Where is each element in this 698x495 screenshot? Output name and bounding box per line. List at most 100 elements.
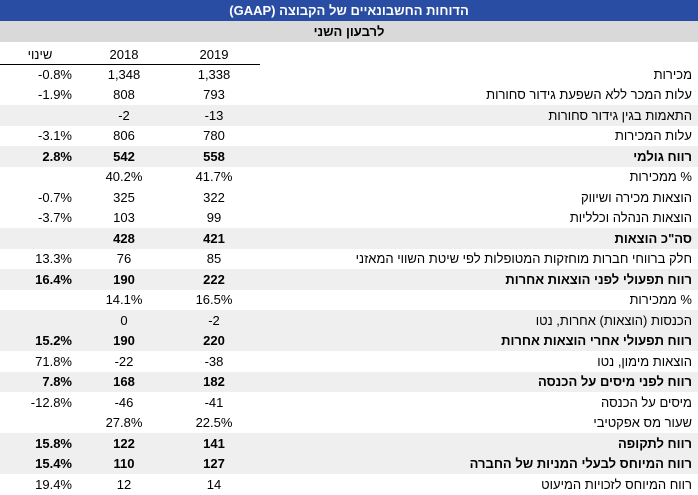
table-row: הוצאות מימון, נטו -38 -22 71.8%: [0, 351, 698, 372]
row-label: רווח גולמי: [633, 148, 692, 164]
change-value: 7.8%: [42, 374, 72, 390]
table-row: רווח תפעולי לפני הוצאות אחרות 222 190 16.4%: [0, 269, 698, 290]
row-label: רווח תפעולי אחרי הוצאות אחרות: [501, 333, 692, 349]
column-header-2019: 2019: [168, 42, 260, 65]
table-row: רווח לתקופה 141 122 15.8%: [0, 433, 698, 454]
row-label: רווח תפעולי לפני הוצאות אחרות: [505, 271, 692, 287]
value-2018: 808: [113, 87, 135, 103]
value-2019: 41.7%: [195, 169, 233, 185]
value-2018: 103: [113, 210, 135, 226]
change-value: 13.3%: [35, 251, 72, 267]
row-label: עלות המכר ללא השפעת גידור סחורות: [486, 87, 692, 103]
change-value: [0, 413, 80, 434]
value-2018: 110: [113, 456, 135, 472]
table-row: הוצאות הנהלה וכלליות 99 103 -3.7%: [0, 208, 698, 229]
row-label: רווח לפני מיסים על הכנסה: [537, 374, 692, 390]
value-2018: 806: [113, 128, 135, 144]
value-2019: -38: [204, 353, 224, 369]
value-2019: -2: [208, 312, 220, 328]
row-label: חלק ברווחי חברות מוחזקות המטופלות לפי שי…: [355, 251, 692, 267]
report-title-bar: הדוחות החשבונאיים של הקבוצה (GAAP): [0, 0, 698, 21]
table-row: מכירות 1,338 1,348 -0.8%: [0, 64, 698, 85]
table-row: % ממכירות 16.5% 14.1%: [0, 290, 698, 311]
value-2018: 27.8%: [105, 415, 143, 431]
row-label: הוצאות הנהלה וכלליות: [569, 210, 692, 226]
value-2019: 558: [203, 148, 225, 164]
table-row: הוצאות מכירה ושיווק 322 325 -0.7%: [0, 187, 698, 208]
value-2018: 122: [113, 435, 135, 451]
value-2019: 182: [203, 374, 225, 390]
change-value: 19.4%: [35, 476, 72, 492]
change-value: 16.4%: [35, 271, 72, 287]
value-2019: 793: [203, 87, 225, 103]
row-label: סה"כ הוצאות: [614, 230, 692, 246]
change-value: [0, 290, 80, 311]
change-value: -1.9%: [38, 87, 72, 103]
change-value: -12.8%: [30, 394, 72, 410]
table-row: סה"כ הוצאות 421 428: [0, 228, 698, 249]
value-2018: 76: [116, 251, 132, 267]
row-label: רווח המיוחס לבעלי המניות של החברה: [469, 456, 692, 472]
value-2018: 12: [116, 476, 132, 492]
change-value: [0, 228, 80, 249]
value-2019: 780: [203, 128, 225, 144]
change-value: 15.4%: [35, 456, 72, 472]
value-2019: 99: [206, 210, 222, 226]
table-row: רווח לפני מיסים על הכנסה 182 168 7.8%: [0, 371, 698, 392]
row-label: % ממכירות: [629, 169, 692, 185]
value-2018: 0: [120, 312, 128, 328]
column-header-label: [260, 42, 698, 64]
table-row: רווח גולמי 558 542 2.8%: [0, 146, 698, 167]
change-value: [0, 105, 80, 126]
change-value: 15.8%: [35, 435, 72, 451]
value-2019: 421: [203, 230, 225, 246]
value-2018: 325: [113, 189, 135, 205]
value-2018: -46: [114, 394, 134, 410]
value-2018: 1,348: [107, 67, 141, 82]
table-row: שעור מס אפקטיבי 22.5% 27.8%: [0, 413, 698, 434]
change-value: 2.8%: [42, 148, 72, 164]
value-2019: 14: [206, 476, 222, 492]
value-2019: 127: [203, 456, 225, 472]
value-2018: 542: [113, 148, 135, 164]
change-value: 71.8%: [35, 353, 72, 369]
table-row: מיסים על הכנסה -41 -46 -12.8%: [0, 392, 698, 413]
row-label: % ממכירות: [629, 292, 692, 308]
value-2018: 190: [113, 333, 135, 349]
table-row: רווח המיוחס לבעלי המניות של החברה 127 110 1…: [0, 453, 698, 474]
row-label: רווח לתקופה: [618, 435, 692, 451]
change-value: -0.7%: [38, 189, 72, 205]
table-row: רווח תפעולי אחרי הוצאות אחרות 220 190 15.2%: [0, 330, 698, 351]
value-2019: 220: [203, 333, 225, 349]
value-2018: 40.2%: [105, 169, 143, 185]
financial-table: 2019 2018 שינוי מכירות 1,338 1,348 -0.8% עלו…: [0, 42, 698, 495]
value-2018: -2: [118, 107, 130, 123]
table-row: הכנסות (הוצאות) אחרות, נטו -2 0: [0, 310, 698, 331]
value-2019: 22.5%: [195, 415, 233, 431]
table-header-row: 2019 2018 שינוי: [0, 42, 698, 65]
row-label: הוצאות מימון, נטו: [597, 353, 692, 369]
value-2019: 1,338: [197, 67, 231, 82]
value-2019: 85: [206, 251, 222, 267]
change-value: [0, 310, 80, 331]
row-label: מכירות: [653, 66, 692, 82]
value-2019: 222: [203, 271, 225, 287]
value-2019: 322: [203, 189, 225, 205]
value-2019: -13: [204, 107, 224, 123]
change-value: [0, 167, 80, 188]
value-2019: 141: [203, 435, 225, 451]
value-2018: 14.1%: [105, 292, 143, 308]
value-2018: 168: [113, 374, 135, 390]
table-body: מכירות 1,338 1,348 -0.8% עלות המכר ללא השפעת…: [0, 64, 698, 495]
change-value: -3.1%: [38, 128, 72, 144]
row-label: מיסים על הכנסה: [601, 394, 692, 410]
change-value: -3.7%: [38, 210, 72, 226]
row-label: עלות המכירות: [614, 128, 692, 144]
row-label: התאמות בגין גידור סחורות: [548, 107, 692, 123]
change-value: -0.8%: [38, 67, 72, 82]
quarter-subtitle-bar: לרבעון השני: [0, 21, 698, 42]
change-value: 15.2%: [35, 333, 72, 349]
value-2018: 428: [113, 230, 135, 246]
row-label: רווח המיוחס לזכויות המיעוט: [541, 476, 692, 492]
